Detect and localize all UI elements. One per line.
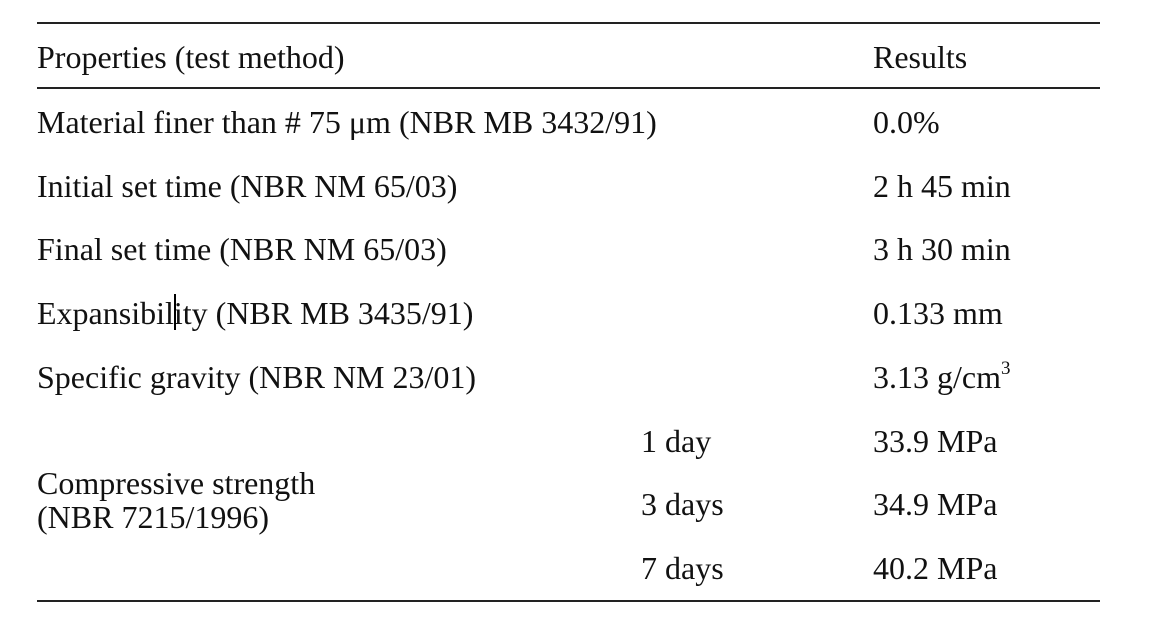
row-property: Material finer than # 75 μm (NBR MB 3432… — [37, 104, 657, 140]
row-property: Initial set time (NBR NM 65/03) — [37, 168, 458, 204]
row-result-superscript: 3 — [1000, 358, 1011, 379]
table-bottom-rule — [37, 600, 1100, 602]
compressive-label-line1: Compressive strength — [37, 465, 316, 501]
text-cursor — [174, 294, 176, 330]
age-cell: 1 day — [641, 423, 712, 459]
header-results: Results — [873, 39, 968, 75]
compressive-strength-label: Compressive strength (NBR 7215/1996) — [37, 466, 315, 534]
row-result: 0.133 mm — [873, 295, 1003, 331]
strength-cell: 33.9 MPa — [873, 423, 998, 459]
row-property: Final set time (NBR NM 65/03) — [37, 231, 447, 267]
row-property: Specific gravity (NBR NM 23/01) — [37, 359, 477, 395]
row-result-value: 3.13 g/cm — [873, 359, 1001, 395]
header-properties: Properties (test method) — [37, 39, 345, 75]
compressive-label-line2: (NBR 7215/1996) — [37, 499, 269, 535]
strength-cell: 34.9 MPa — [873, 486, 998, 522]
row-result: 3.13 g/cm3 — [873, 358, 1011, 395]
strength-cell: 40.2 MPa — [873, 550, 998, 586]
row-result: 2 h 45 min — [873, 168, 1011, 204]
row-result: 3 h 30 min — [873, 231, 1011, 267]
row-result: 0.0% — [873, 104, 940, 140]
row-property: Expansibility (NBR MB 3435/91) — [37, 295, 474, 331]
table-header-rule — [37, 87, 1100, 89]
table-top-rule — [37, 22, 1100, 24]
age-cell: 7 days — [641, 550, 724, 586]
age-cell: 3 days — [641, 486, 724, 522]
